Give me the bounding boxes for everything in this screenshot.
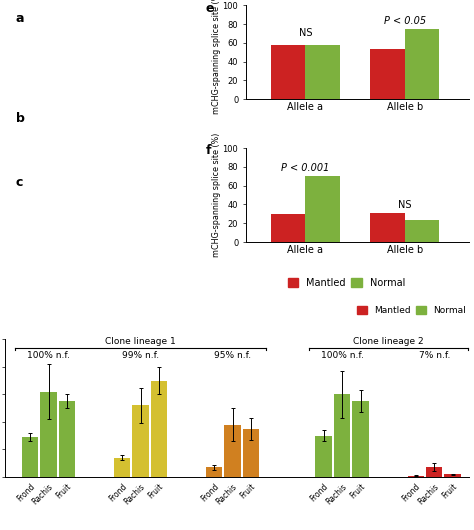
Bar (305, 176, 340, 242)
Text: 100% n.f.: 100% n.f. (27, 351, 70, 360)
Text: NS: NS (398, 200, 411, 210)
Text: 99% n.f.: 99% n.f. (122, 351, 159, 360)
Legend: Mantled, Normal: Mantled, Normal (284, 274, 409, 292)
Bar (132, 405, 149, 477)
Bar (334, 394, 350, 477)
Bar (243, 429, 259, 477)
Bar (114, 458, 130, 477)
Text: b: b (16, 112, 25, 125)
Bar (59, 401, 75, 477)
Text: a: a (16, 12, 24, 25)
Bar (206, 467, 222, 477)
Text: NS: NS (299, 28, 312, 38)
Legend: Mantled, Normal: Mantled, Normal (353, 303, 469, 319)
Text: 95% n.f.: 95% n.f. (214, 351, 251, 360)
Bar (151, 381, 167, 477)
Bar (22, 437, 38, 477)
Text: f: f (206, 144, 211, 157)
Text: Clone lineage 1: Clone lineage 1 (105, 337, 176, 346)
Bar (316, 436, 332, 477)
Text: Clone lineage 2: Clone lineage 2 (353, 337, 423, 346)
Bar (370, 49, 405, 99)
Text: 7% n.f.: 7% n.f. (419, 351, 450, 360)
Bar (305, 45, 340, 99)
Text: e: e (206, 2, 214, 14)
Text: 100% n.f.: 100% n.f. (321, 351, 364, 360)
Bar (405, 29, 439, 99)
Bar (40, 392, 57, 477)
Bar (271, 214, 305, 242)
Bar (408, 475, 424, 477)
Y-axis label: mCHG-spanning splice site (%): mCHG-spanning splice site (%) (212, 133, 221, 257)
Bar (444, 474, 461, 477)
Y-axis label: mCHG-spanning splice site (%): mCHG-spanning splice site (%) (212, 0, 221, 114)
Text: P < 0.001: P < 0.001 (281, 163, 330, 173)
Text: c: c (16, 176, 23, 189)
Bar (370, 213, 405, 242)
Bar (224, 425, 241, 477)
Text: P < 0.05: P < 0.05 (383, 16, 426, 26)
Bar (426, 467, 443, 477)
Bar (271, 45, 305, 99)
Bar (405, 220, 439, 242)
Bar (352, 401, 369, 477)
